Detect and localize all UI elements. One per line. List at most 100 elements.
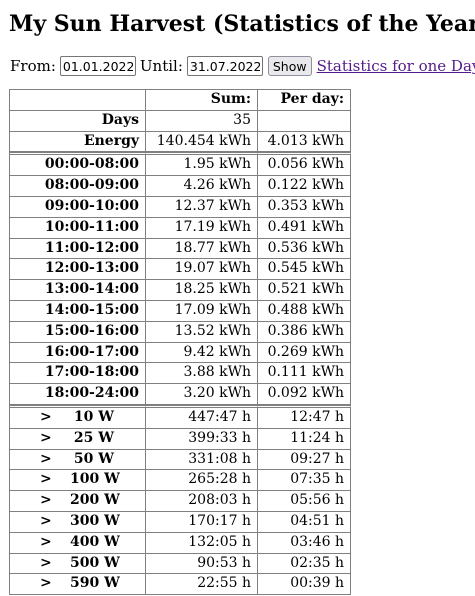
energy-per-day: 4.013 kWh xyxy=(258,132,351,153)
hour-row: 00:00-08:00 1.95 kWh 0.056 kWh xyxy=(10,152,351,176)
hour-range-label: 18:00-24:00 xyxy=(10,384,146,405)
hour-sum: 4.26 kWh xyxy=(146,176,258,197)
hour-per-day: 0.056 kWh xyxy=(258,152,351,176)
threshold-label: >50 W xyxy=(10,450,146,471)
hour-sum: 1.95 kWh xyxy=(146,152,258,176)
hour-sum: 19.07 kWh xyxy=(146,259,258,280)
power-threshold: 200 W xyxy=(70,491,114,511)
energy-sum: 140.454 kWh xyxy=(146,132,258,153)
hour-range-label: 10:00-11:00 xyxy=(10,218,146,239)
hour-row: 16:00-17:00 9.42 kWh 0.269 kWh xyxy=(10,343,351,364)
power-threshold: 100 W xyxy=(70,470,114,490)
page-title: My Sun Harvest (Statistics of the Year) xyxy=(9,8,475,40)
threshold-row: >100 W 265:28 h 07:35 h xyxy=(10,470,351,491)
threshold-label: >500 W xyxy=(10,554,146,575)
hour-sum: 18.77 kWh xyxy=(146,239,258,260)
hour-sum: 12.37 kWh xyxy=(146,197,258,218)
hour-row: 17:00-18:00 3.88 kWh 0.111 kWh xyxy=(10,363,351,384)
hour-row: 18:00-24:00 3.20 kWh 0.092 kWh xyxy=(10,384,351,405)
threshold-label: >200 W xyxy=(10,491,146,512)
hour-sum: 9.42 kWh xyxy=(146,343,258,364)
power-threshold: 50 W xyxy=(70,450,114,470)
threshold-row: >25 W 399:33 h 11:24 h xyxy=(10,429,351,450)
date-range-form: From: Until: Show Statistics for one Day xyxy=(10,55,475,77)
hour-row: 12:00-13:00 19.07 kWh 0.545 kWh xyxy=(10,259,351,280)
greater-than-sign: > xyxy=(40,429,70,449)
threshold-per-day: 07:35 h xyxy=(258,470,351,491)
threshold-sum: 132:05 h xyxy=(146,533,258,554)
hour-row: 10:00-11:00 17.19 kWh 0.491 kWh xyxy=(10,218,351,239)
hour-row: 13:00-14:00 18.25 kWh 0.521 kWh xyxy=(10,280,351,301)
hour-range-label: 13:00-14:00 xyxy=(10,280,146,301)
threshold-label: >400 W xyxy=(10,533,146,554)
threshold-sum: 447:47 h xyxy=(146,405,258,429)
hour-sum: 13.52 kWh xyxy=(146,322,258,343)
hour-row: 09:00-10:00 12.37 kWh 0.353 kWh xyxy=(10,197,351,218)
hour-per-day: 0.122 kWh xyxy=(258,176,351,197)
hour-row: 14:00-15:00 17.09 kWh 0.488 kWh xyxy=(10,301,351,322)
threshold-row: >590 W 22:55 h 00:39 h xyxy=(10,574,351,595)
threshold-per-day: 09:27 h xyxy=(258,450,351,471)
hour-sum: 3.20 kWh xyxy=(146,384,258,405)
header-sum: Sum: xyxy=(146,90,258,111)
threshold-sum: 90:53 h xyxy=(146,554,258,575)
hour-sum: 3.88 kWh xyxy=(146,363,258,384)
greater-than-sign: > xyxy=(40,574,70,594)
header-empty-cell xyxy=(10,90,146,111)
days-label: Days xyxy=(10,111,146,132)
until-label: Until: xyxy=(140,57,183,75)
threshold-per-day: 05:56 h xyxy=(258,491,351,512)
greater-than-sign: > xyxy=(40,470,70,490)
threshold-label: >300 W xyxy=(10,512,146,533)
threshold-sum: 22:55 h xyxy=(146,574,258,595)
hour-per-day: 0.521 kWh xyxy=(258,280,351,301)
from-label: From: xyxy=(10,57,56,75)
hour-row: 15:00-16:00 13.52 kWh 0.386 kWh xyxy=(10,322,351,343)
power-threshold: 10 W xyxy=(70,408,114,428)
hour-sum: 17.09 kWh xyxy=(146,301,258,322)
threshold-sum: 265:28 h xyxy=(146,470,258,491)
hour-per-day: 0.545 kWh xyxy=(258,259,351,280)
hour-per-day: 0.491 kWh xyxy=(258,218,351,239)
threshold-sum: 331:08 h xyxy=(146,450,258,471)
statistics-table: Sum: Per day: Days 35 Energy 140.454 kWh… xyxy=(9,89,351,595)
days-per-day xyxy=(258,111,351,132)
hour-row: 08:00-09:00 4.26 kWh 0.122 kWh xyxy=(10,176,351,197)
table-header-row: Sum: Per day: xyxy=(10,90,351,111)
hour-range-label: 11:00-12:00 xyxy=(10,239,146,260)
hour-per-day: 0.269 kWh xyxy=(258,343,351,364)
power-threshold: 590 W xyxy=(70,574,114,594)
power-threshold: 300 W xyxy=(70,512,114,532)
hour-per-day: 0.111 kWh xyxy=(258,363,351,384)
days-sum: 35 xyxy=(146,111,258,132)
hour-range-label: 08:00-09:00 xyxy=(10,176,146,197)
hour-sum: 18.25 kWh xyxy=(146,280,258,301)
hour-per-day: 0.488 kWh xyxy=(258,301,351,322)
threshold-sum: 170:17 h xyxy=(146,512,258,533)
energy-label: Energy xyxy=(10,132,146,153)
hour-range-label: 09:00-10:00 xyxy=(10,197,146,218)
statistics-one-day-link[interactable]: Statistics for one Day xyxy=(317,57,475,75)
show-button[interactable]: Show xyxy=(268,56,312,76)
hour-per-day: 0.353 kWh xyxy=(258,197,351,218)
hour-range-label: 14:00-15:00 xyxy=(10,301,146,322)
hour-range-label: 16:00-17:00 xyxy=(10,343,146,364)
from-date-input[interactable] xyxy=(60,56,136,76)
header-per-day: Per day: xyxy=(258,90,351,111)
power-threshold: 25 W xyxy=(70,429,114,449)
power-threshold: 400 W xyxy=(70,533,114,553)
hour-per-day: 0.092 kWh xyxy=(258,384,351,405)
until-date-input[interactable] xyxy=(187,56,263,76)
threshold-row: >10 W 447:47 h 12:47 h xyxy=(10,405,351,429)
threshold-label: >590 W xyxy=(10,574,146,595)
power-threshold: 500 W xyxy=(70,554,114,574)
hour-per-day: 0.536 kWh xyxy=(258,239,351,260)
threshold-row: >500 W 90:53 h 02:35 h xyxy=(10,554,351,575)
days-row: Days 35 xyxy=(10,111,351,132)
threshold-label: >25 W xyxy=(10,429,146,450)
threshold-per-day: 12:47 h xyxy=(258,405,351,429)
threshold-row: >400 W 132:05 h 03:46 h xyxy=(10,533,351,554)
greater-than-sign: > xyxy=(40,533,70,553)
threshold-per-day: 04:51 h xyxy=(258,512,351,533)
greater-than-sign: > xyxy=(40,491,70,511)
